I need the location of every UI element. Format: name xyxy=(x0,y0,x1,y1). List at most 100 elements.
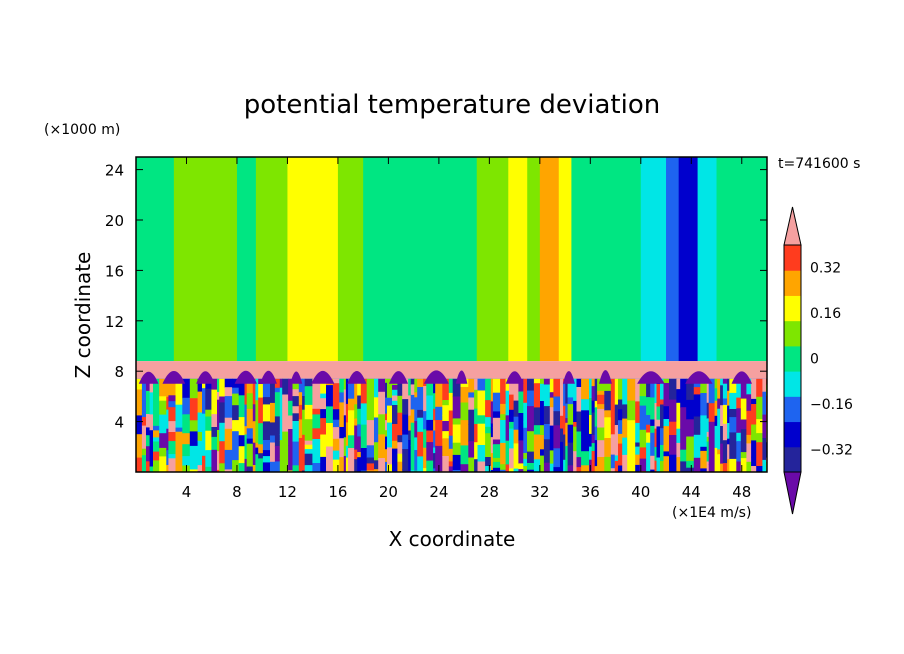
turbulence-cell xyxy=(509,409,515,423)
turbulence-cell xyxy=(597,408,605,429)
turbulence-cell xyxy=(468,409,475,425)
turbulence-cell xyxy=(304,453,313,466)
turbulence-cell xyxy=(417,387,424,411)
turbulence-cell xyxy=(392,405,398,425)
turbulence-cell xyxy=(474,408,479,425)
turbulence-cell xyxy=(270,461,276,472)
turbulence-cell xyxy=(563,459,566,472)
plot-area xyxy=(136,157,767,472)
turbulence-cell xyxy=(182,444,191,457)
turbulence-cell xyxy=(255,400,259,420)
turbulence-cell xyxy=(729,378,737,394)
turbulence-cell xyxy=(591,443,596,452)
x-tick-label: 48 xyxy=(732,483,751,501)
turbulence-cell xyxy=(591,412,596,436)
turbulence-cell xyxy=(262,378,271,398)
turbulence-cell xyxy=(729,392,737,410)
turbulence-cell xyxy=(205,466,212,472)
turbulence-cell xyxy=(594,426,598,441)
turbulence-cell xyxy=(729,458,737,472)
turbulence-cell xyxy=(153,451,160,461)
turbulence-cell xyxy=(614,455,619,462)
turbulence-cell xyxy=(211,414,218,428)
turbulence-cell xyxy=(262,397,271,405)
turbulence-cell xyxy=(714,400,718,417)
turbulence-cell xyxy=(282,461,289,472)
turbulence-cell xyxy=(610,434,616,456)
turbulence-cell xyxy=(727,468,730,472)
turbulence-cell xyxy=(410,394,415,410)
turbulence-cell xyxy=(397,435,403,443)
turbulence-cell xyxy=(660,428,665,446)
turbulence-cell xyxy=(543,384,551,407)
upper-column-10 xyxy=(527,157,541,362)
turbulence-cell xyxy=(366,470,375,472)
turbulence-cell xyxy=(604,390,612,411)
turbulence-cell xyxy=(270,378,276,404)
turbulence-cell xyxy=(500,469,507,472)
turbulence-cell xyxy=(676,428,681,444)
turbulence-cell xyxy=(255,418,259,444)
turbulence-cell xyxy=(219,463,226,472)
turbulence-cell xyxy=(553,396,561,412)
turbulence-cell xyxy=(700,446,708,452)
turbulence-cell xyxy=(650,419,656,427)
turbulence-cell xyxy=(320,456,327,472)
plot-frame xyxy=(135,156,768,473)
turbulence-cell xyxy=(604,378,612,392)
turbulence-cell xyxy=(298,438,303,463)
turbulence-cell xyxy=(252,378,256,405)
turbulence-cell xyxy=(417,417,424,433)
turbulence-cell xyxy=(246,466,254,472)
turbulence-cell xyxy=(663,426,670,452)
turbulence-cell xyxy=(168,454,177,459)
turbulence-cell xyxy=(576,411,582,433)
turbulence-cell xyxy=(610,423,616,435)
turbulence-cell xyxy=(714,378,718,389)
turbulence-cell xyxy=(756,396,763,420)
turbulence-cell xyxy=(549,407,554,427)
turbulence-cell xyxy=(402,414,409,431)
turbulence-cell xyxy=(533,378,541,384)
turbulence-cell xyxy=(518,440,524,464)
turbulence-cell xyxy=(304,419,313,442)
turbulence-cell xyxy=(576,431,582,458)
turbulence-cell xyxy=(751,456,757,467)
turbulence-cell xyxy=(549,450,554,465)
turbulence-cell xyxy=(614,404,619,426)
turbulence-cell xyxy=(274,403,281,417)
turbulence-cell xyxy=(756,378,763,398)
turbulence-cell xyxy=(205,430,212,451)
turbulence-cell xyxy=(477,461,486,472)
plume-0 xyxy=(138,371,159,384)
turbulence-cell xyxy=(410,384,415,396)
x-tick-label: 44 xyxy=(682,483,701,501)
turbulence-cell xyxy=(618,443,623,467)
plume-9 xyxy=(423,370,449,384)
turbulence-cell xyxy=(594,407,598,428)
upper-column-2 xyxy=(186,157,238,362)
turbulence-cell xyxy=(217,391,220,401)
turbulence-cell xyxy=(708,403,716,423)
turbulence-cell xyxy=(553,448,561,468)
turbulence-cell xyxy=(205,409,212,418)
turbulence-cell xyxy=(756,433,763,443)
turbulence-cell xyxy=(720,385,724,406)
turbulence-cell xyxy=(232,420,240,432)
turbulence-cell xyxy=(258,397,264,424)
turbulence-cell xyxy=(700,393,708,416)
turbulence-cell xyxy=(500,414,507,421)
turbulence-cell xyxy=(433,430,436,449)
turbulence-cell xyxy=(513,429,519,445)
turbulence-cell xyxy=(205,450,212,468)
turbulence-cell xyxy=(262,421,271,441)
turbulence-cell xyxy=(708,421,716,439)
turbulence-cell xyxy=(700,378,708,394)
turbulence-cell xyxy=(378,414,386,435)
turbulence-cell xyxy=(591,386,596,402)
turbulence-cell xyxy=(232,460,240,472)
y-tick-label: 24 xyxy=(105,162,124,180)
turbulence-cell xyxy=(746,443,752,463)
turbulence-cell xyxy=(153,460,160,472)
turbulence-cell xyxy=(533,434,541,460)
